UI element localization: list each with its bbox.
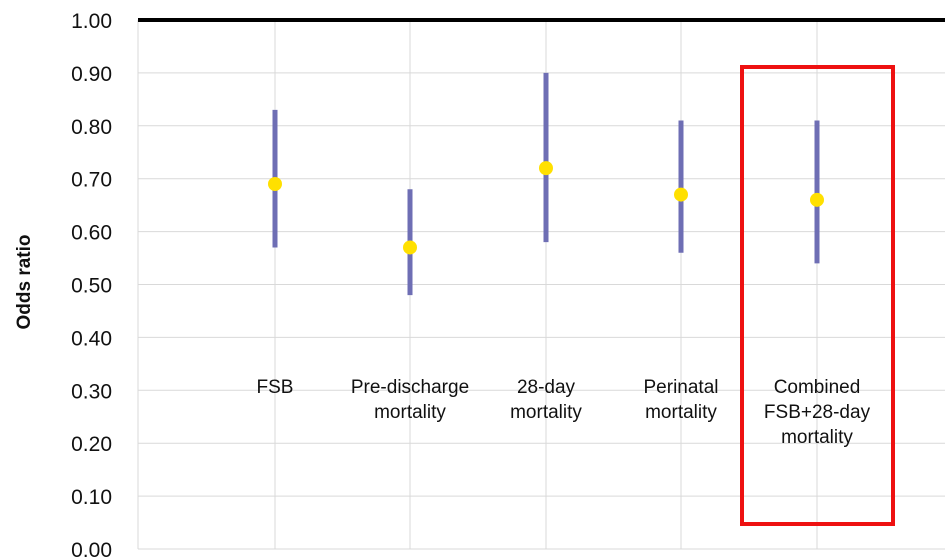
- point-estimate: [539, 161, 553, 176]
- category-label: 28-day mortality: [510, 377, 582, 423]
- y-tick-label: 0.10: [71, 486, 112, 509]
- category-label: Combined FSB+28-day mortality: [764, 377, 871, 448]
- category-labels: FSB Pre-discharge mortality 28-day mortality…: [257, 377, 871, 448]
- category-label: Perinatal mortality: [644, 377, 719, 423]
- point-estimates: [268, 161, 824, 255]
- highlight-box-layer: [740, 65, 895, 526]
- y-tick-label: 0.20: [71, 433, 112, 456]
- y-tick-label: 0.60: [71, 222, 112, 245]
- y-axis-title: Odds ratio: [14, 234, 35, 329]
- category-label: FSB: [257, 377, 294, 398]
- highlight-box: [740, 65, 895, 526]
- y-tick-labels: 0.00 0.10 0.20 0.30 0.40 0.50 0.60 0.70 0.80 0.90…: [71, 10, 112, 559]
- y-tick-label: 0.00: [71, 539, 112, 559]
- point-estimate: [403, 240, 417, 255]
- y-tick-label: 0.40: [71, 327, 112, 350]
- y-tick-label: 0.50: [71, 275, 112, 298]
- y-tick-label: 0.80: [71, 116, 112, 139]
- gridlines: [137, 19, 945, 550]
- point-estimate: [674, 187, 688, 202]
- y-tick-label: 0.30: [71, 380, 112, 403]
- point-estimate: [810, 192, 824, 207]
- y-tick-label: 1.00: [71, 10, 112, 33]
- point-estimate: [268, 176, 282, 191]
- y-tick-label: 0.90: [71, 63, 112, 86]
- category-label: Pre-discharge mortality: [351, 377, 469, 423]
- y-tick-label: 0.70: [71, 169, 112, 192]
